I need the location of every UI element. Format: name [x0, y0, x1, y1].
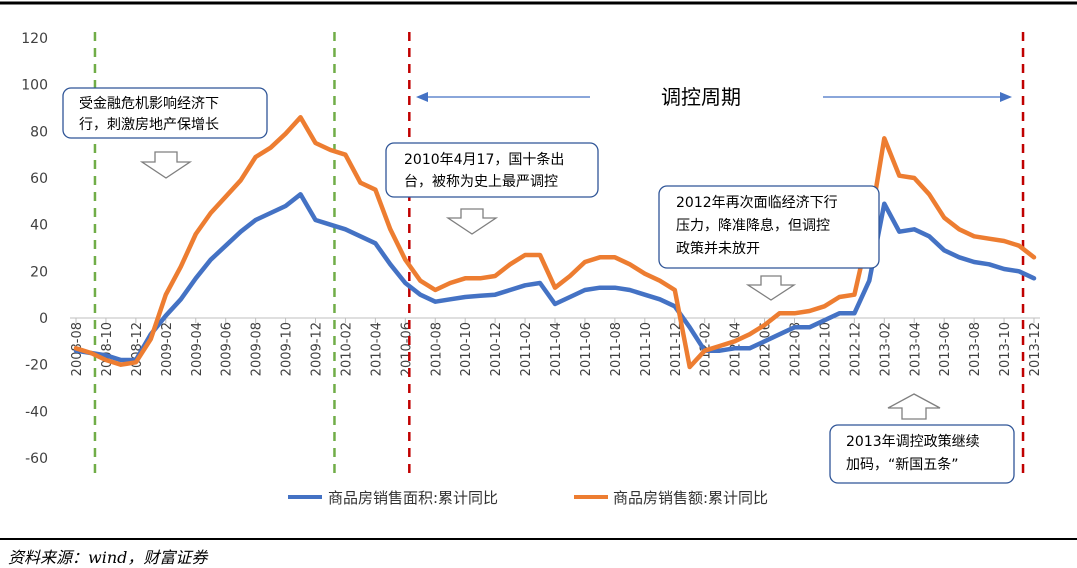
y-tick-label: 80 [30, 124, 48, 140]
x-tick-label: 2010-02 [339, 322, 354, 376]
x-tick-label: 2009-08 [250, 322, 265, 376]
x-tick-label: 2010-04 [369, 322, 384, 376]
x-tick-label: 2010-12 [489, 322, 504, 376]
x-tick-label: 2010-06 [399, 322, 414, 376]
annotation-2: 2010年4月17，国十条出 台，被称为史上最严调控 [385, 142, 599, 198]
source-note: 资料来源：wind，财富证券 [8, 548, 208, 567]
y-axis: -60 -40 -20 0 20 40 60 80 100 120 [21, 31, 48, 467]
y-tick-label: -40 [25, 404, 48, 420]
annotation-line: 加码，“新国五条” [846, 456, 959, 473]
x-tick-label: 2010-10 [459, 322, 474, 376]
annotation-box [385, 142, 599, 198]
x-tick-label: 2013-04 [908, 322, 923, 376]
annotation-box [62, 87, 268, 139]
period-label: 调控周期 [661, 85, 741, 109]
x-tick-label: 2011-10 [639, 322, 654, 376]
x-tick-label: 2009-04 [190, 322, 205, 376]
y-tick-label: 0 [39, 311, 48, 327]
y-tick-label: -60 [25, 451, 48, 467]
period-indicator: 调控周期 [416, 85, 1012, 109]
y-tick-label: -20 [25, 358, 48, 374]
annotation-line: 2012年再次面临经济下行 [676, 195, 838, 211]
x-tick-label: 2011-04 [549, 322, 564, 376]
down-arrow-icon [139, 151, 193, 179]
annotation-line: 受金融危机影响经济下 [79, 96, 219, 112]
x-axis: 2008-08 2008-10 2008-12 2009-02 2009-04 2009-… [70, 317, 1043, 376]
x-tick-label: 2011-08 [609, 322, 624, 376]
x-tick-label: 2012-08 [789, 322, 804, 376]
x-tick-label: 2009-06 [220, 322, 235, 376]
up-arrow-icon [887, 393, 941, 420]
annotation-4: 2013年调控政策继续 加码，“新国五条” [829, 424, 1015, 484]
x-tick-label: 2011-02 [519, 322, 534, 376]
legend-label-amount: 商品房销售额:累计同比 [613, 489, 768, 507]
x-tick-label: 2013-06 [938, 322, 953, 376]
x-tick-label: 2009-02 [160, 322, 175, 376]
x-tick-label: 2013-12 [1028, 322, 1043, 376]
legend: 商品房销售面积:累计同比 商品房销售额:累计同比 [288, 489, 768, 507]
period-arrowhead-left [416, 92, 428, 102]
y-tick-label: 120 [21, 31, 48, 47]
annotation-line: 台，被称为史上最严调控 [404, 174, 558, 190]
y-tick-label: 40 [30, 218, 48, 234]
legend-label-area: 商品房销售面积:累计同比 [328, 489, 498, 507]
x-tick-label: 2009-10 [280, 322, 295, 376]
y-tick-label: 60 [30, 171, 48, 187]
annotation-box [658, 185, 880, 269]
annotation-line: 政策并未放开 [676, 240, 760, 257]
annotation-line: 2013年调控政策继续 [846, 433, 980, 450]
x-tick-label: 2012-10 [818, 322, 833, 376]
y-tick-label: 20 [30, 264, 48, 280]
annotation-line: 2010年4月17，国十条出 [404, 151, 564, 168]
annotation-line: 压力，降准降息，但调控 [676, 217, 830, 234]
annotation-box [829, 424, 1015, 484]
x-tick-label: 2012-06 [759, 322, 774, 376]
period-arrowhead-right [1000, 92, 1012, 102]
x-tick-label: 2010-08 [429, 322, 444, 376]
x-tick-label: 2008-10 [100, 322, 115, 376]
down-arrow-icon [445, 208, 499, 235]
x-tick-label: 2012-12 [848, 322, 863, 376]
x-tick-label: 2013-10 [998, 322, 1013, 376]
x-tick-label: 2009-12 [310, 322, 325, 376]
x-tick-label: 2013-02 [878, 322, 893, 376]
x-tick-label: 2011-12 [669, 322, 684, 376]
down-arrow-icon [745, 275, 797, 301]
x-tick-label: 2013-08 [968, 322, 983, 376]
y-tick-label: 100 [21, 78, 48, 94]
annotation-1: 受金融危机影响经济下 行，刺激房地产保增长 [62, 87, 268, 139]
vertical-markers [93, 32, 1025, 480]
annotation-line: 行，刺激房地产保增长 [79, 116, 219, 133]
annotation-3: 2012年再次面临经济下行 压力，降准降息，但调控 政策并未放开 [658, 185, 880, 269]
x-tick-label: 2011-06 [579, 322, 594, 376]
